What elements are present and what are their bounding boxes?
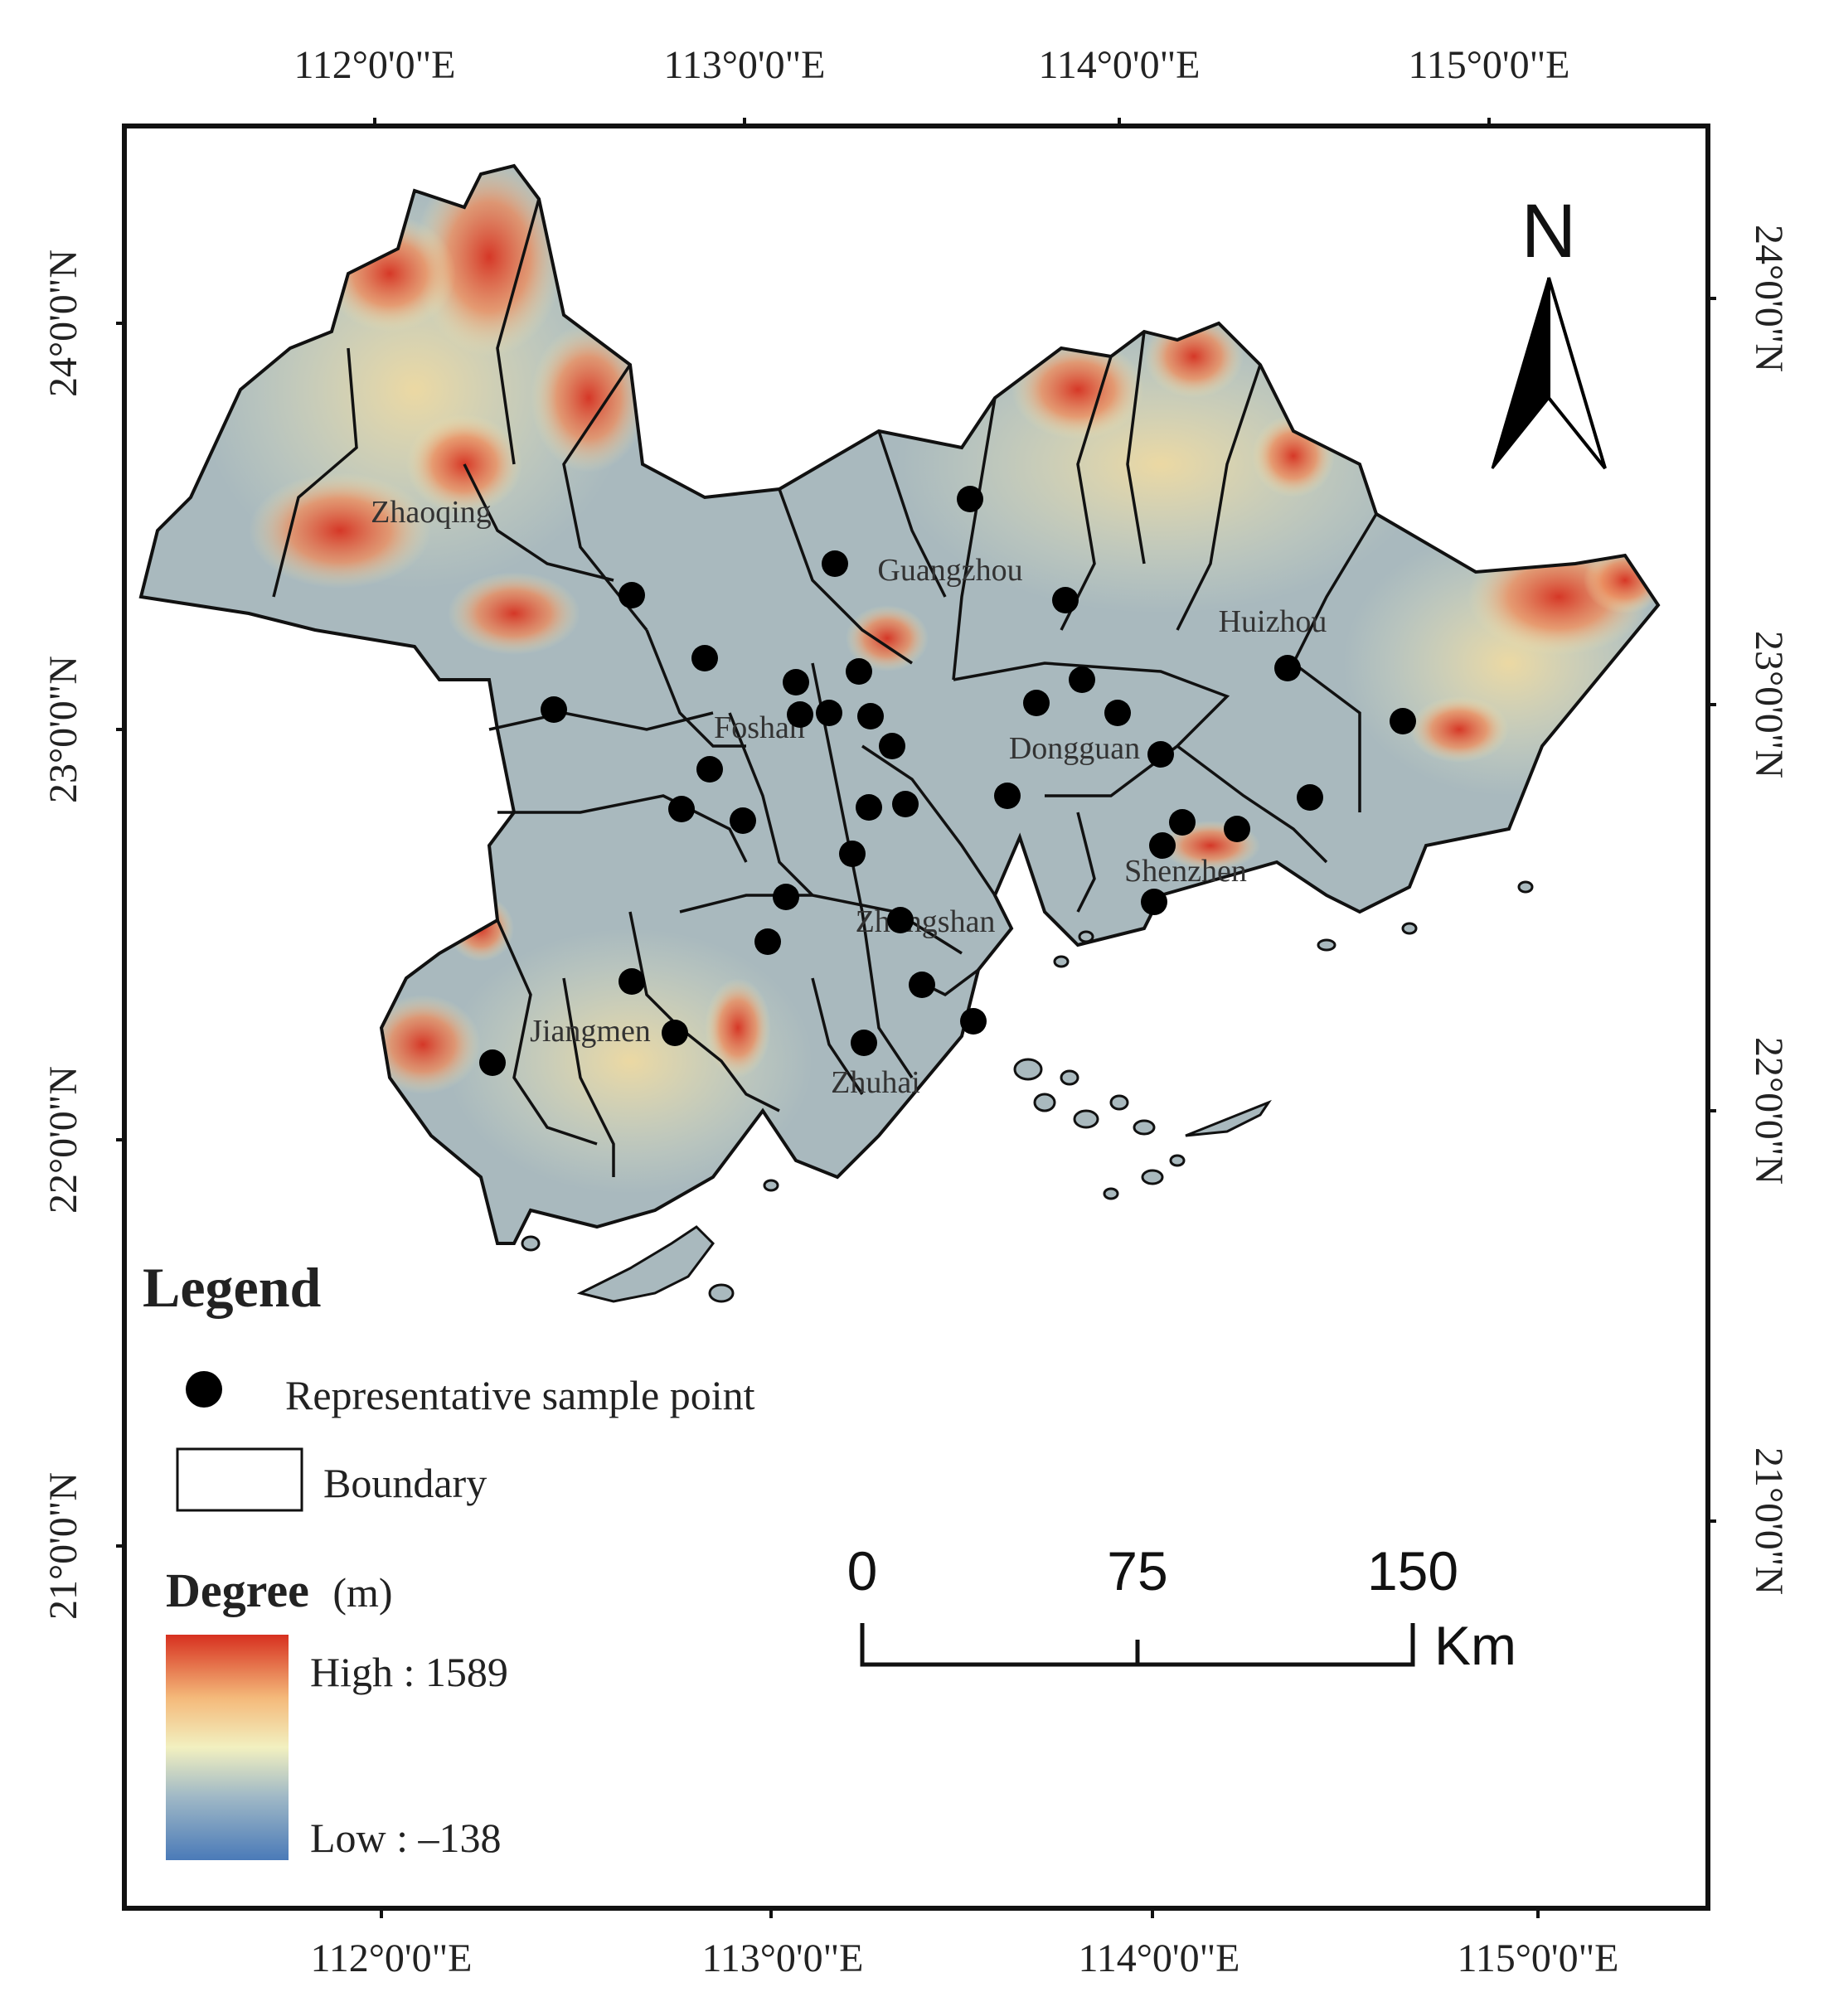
city-label-huizhou: Huizhou: [1219, 604, 1327, 639]
right-lat-label: 21°0'0"N: [1747, 1447, 1791, 1595]
graticule-ticks: [116, 118, 1716, 1918]
bottom-lon-label: 115°0'0"E: [1458, 1936, 1619, 1980]
sample-point: [887, 907, 914, 933]
sample-point: [1274, 655, 1301, 681]
sample-point: [957, 486, 983, 512]
sample-point: [892, 791, 919, 817]
city-label-zhongshan: Zhongshan: [856, 904, 996, 939]
land-outline: [138, 163, 1661, 1245]
sample-point: [1297, 784, 1323, 811]
top-lon-label: 114°0'0"E: [1039, 43, 1201, 87]
sample-point: [1069, 666, 1095, 693]
sample-point: [619, 968, 645, 995]
sample-point: [479, 1049, 506, 1076]
scale-bar: 0 75 150 Km: [847, 1540, 1516, 1676]
bottom-lon-label: 112°0'0"E: [311, 1936, 473, 1980]
sample-point: [730, 807, 756, 834]
legend: Legend Representative sample point Bound…: [143, 1256, 755, 1861]
top-lon-label: 115°0'0"E: [1409, 43, 1570, 87]
legend-title: Legend: [143, 1256, 322, 1319]
north-arrow-icon: N: [1491, 189, 1607, 470]
right-lat-label: 24°0'0"N: [1747, 225, 1791, 372]
city-label-guangzhou: Guangzhou: [877, 553, 1022, 588]
legend-degree-heading: Degree (m): [166, 1563, 393, 1617]
sample-point: [754, 928, 781, 955]
sample-point: [857, 703, 884, 729]
sample-point: [1141, 889, 1167, 915]
sample-point: [1147, 741, 1174, 768]
legend-sample-point-label: Representative sample point: [285, 1372, 755, 1418]
sample-point: [822, 550, 848, 577]
left-lat-label: 21°0'0"N: [41, 1472, 85, 1620]
islands: [521, 880, 1534, 1303]
scale-unit: Km: [1434, 1615, 1516, 1676]
scale-tick-0: 0: [847, 1540, 878, 1602]
sample-point: [619, 582, 645, 608]
sample-point: [787, 701, 813, 728]
left-lat-label: 24°0'0"N: [41, 250, 85, 397]
sample-point: [773, 884, 799, 910]
bottom-lon-label: 114°0'0"E: [1079, 1936, 1240, 1980]
sample-point: [1169, 809, 1196, 836]
left-lat-label: 22°0'0"N: [41, 1066, 85, 1214]
legend-sample-point-symbol: [186, 1371, 222, 1408]
legend-high-label: High : 1589: [310, 1649, 508, 1695]
sample-point: [662, 1020, 688, 1046]
city-label-dongguan: Dongguan: [1009, 731, 1140, 766]
sample-point: [696, 756, 723, 783]
city-label-jiangmen: Jiangmen: [530, 1014, 651, 1049]
sample-point: [1052, 587, 1079, 613]
scale-tick-75: 75: [1107, 1540, 1167, 1602]
sample-point: [960, 1008, 987, 1035]
sample-point: [816, 700, 842, 726]
bottom-lon-label: 113°0'0"E: [702, 1936, 864, 1980]
right-lat-label: 23°0'0"N: [1747, 631, 1791, 778]
sample-point: [856, 794, 882, 821]
city-label-shenzhen: Shenzhen: [1124, 854, 1247, 889]
sample-point: [1023, 690, 1050, 716]
legend-color-ramp: [166, 1635, 289, 1860]
sample-point: [1149, 832, 1176, 859]
top-lon-label: 112°0'0"E: [294, 43, 456, 87]
sample-point: [1390, 708, 1416, 734]
top-lon-label: 113°0'0"E: [664, 43, 826, 87]
sample-point: [879, 733, 905, 759]
sample-point: [783, 669, 809, 695]
sample-point: [839, 841, 866, 867]
north-label: N: [1521, 189, 1576, 274]
legend-boundary-label: Boundary: [323, 1460, 487, 1506]
city-label-zhuhai: Zhuhai: [831, 1065, 920, 1100]
sample-points: [479, 486, 1416, 1076]
sample-point: [1224, 816, 1250, 842]
city-label-zhaoqing: Zhaoqing: [371, 495, 492, 530]
scale-tick-150: 150: [1367, 1540, 1458, 1602]
legend-low-label: Low : –138: [310, 1815, 502, 1861]
sample-point: [1104, 700, 1131, 726]
sample-point: [909, 972, 935, 998]
legend-boundary-symbol: [176, 1447, 303, 1512]
sample-point: [994, 783, 1021, 809]
sample-point: [541, 696, 567, 723]
right-lat-label: 22°0'0"N: [1747, 1037, 1791, 1185]
sample-point: [846, 658, 872, 685]
sample-point: [851, 1030, 877, 1056]
sample-point: [668, 796, 695, 822]
sample-point: [691, 645, 718, 671]
left-lat-label: 23°0'0"N: [41, 656, 85, 803]
